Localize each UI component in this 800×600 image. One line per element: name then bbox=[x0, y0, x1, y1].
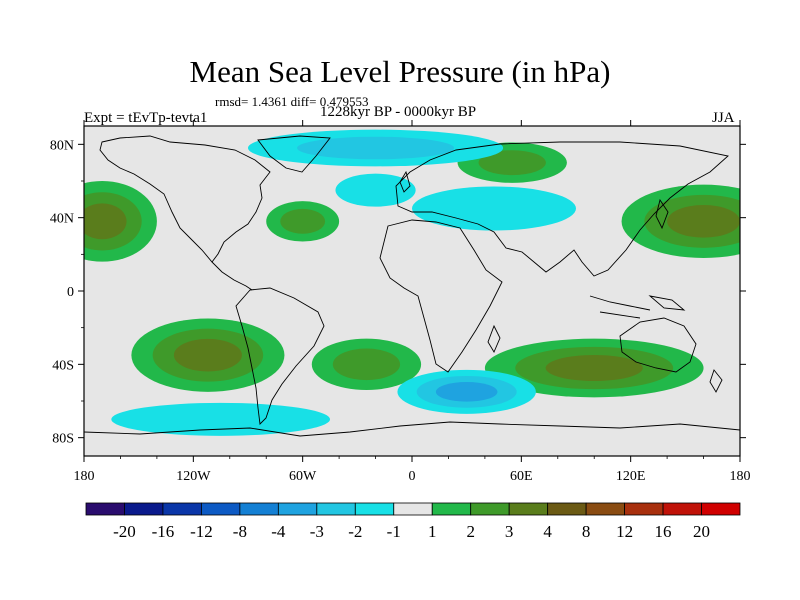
contour-north-pacific-high-2 bbox=[84, 203, 127, 240]
y-tick-label: 40S bbox=[52, 358, 74, 373]
x-tick-label: 60W bbox=[289, 469, 317, 484]
anomaly-field bbox=[84, 129, 740, 436]
coast-australia bbox=[619, 317, 697, 373]
x-tick-label: 120E bbox=[616, 469, 646, 484]
contour-south-pacific-low-0 bbox=[111, 402, 330, 436]
colorbar-label: 12 bbox=[616, 522, 633, 541]
colorbar-label: -3 bbox=[310, 522, 324, 541]
region-south-indian-high bbox=[484, 338, 704, 398]
chart-title: Mean Sea Level Pressure (in hPa) bbox=[189, 54, 611, 89]
colorbar-box bbox=[162, 502, 202, 516]
region-north-atlantic-low bbox=[335, 173, 416, 207]
experiment-label: Expt = tEvTp-tevta1 bbox=[84, 110, 208, 126]
contour-west-pacific-high-2 bbox=[667, 205, 740, 238]
colorbar-box bbox=[662, 502, 702, 516]
season-label: JJA bbox=[712, 110, 735, 126]
region-south-pacific-low bbox=[111, 402, 330, 436]
contour-south-indian-high-2 bbox=[545, 354, 643, 382]
contour-siberian-high-1 bbox=[478, 150, 546, 176]
region-north-atlantic-ridge bbox=[266, 201, 340, 242]
colorbar-box bbox=[201, 502, 241, 516]
stats-line: rmsd= 1.4361 diff= 0.479553 bbox=[215, 94, 369, 109]
colorbar-label: -12 bbox=[190, 522, 213, 541]
contour-south-atlantic-high-1 bbox=[332, 348, 401, 381]
colorbar-box bbox=[470, 502, 510, 516]
coast-central-america bbox=[211, 261, 253, 291]
contour-southern-ocean-low-2 bbox=[435, 382, 498, 402]
coast-africa bbox=[379, 219, 503, 373]
colorbar-box bbox=[354, 502, 395, 516]
y-tick-label: 40N bbox=[50, 212, 74, 227]
x-tick-label: 120W bbox=[176, 469, 211, 484]
colorbar-label: 4 bbox=[543, 522, 552, 541]
y-tick-label: 80N bbox=[50, 138, 74, 153]
colorbar-box bbox=[277, 502, 318, 516]
contour-south-east-pacific-high-2 bbox=[173, 338, 242, 372]
region-arctic-low bbox=[247, 129, 504, 167]
colorbar-label: -8 bbox=[233, 522, 247, 541]
colorbar-label: 2 bbox=[466, 522, 475, 541]
contour-north-atlantic-ridge-1 bbox=[280, 208, 326, 234]
colorbar-box bbox=[316, 502, 356, 516]
coast-indonesia bbox=[589, 295, 651, 319]
colorbar-label: -1 bbox=[387, 522, 401, 541]
coast-japan bbox=[655, 198, 669, 230]
region-south-east-pacific-high bbox=[131, 318, 285, 392]
colorbar-label: -4 bbox=[271, 522, 286, 541]
y-tick-label: 0 bbox=[67, 285, 74, 300]
colorbar-label: 8 bbox=[582, 522, 591, 541]
colorbar-box bbox=[431, 502, 472, 516]
region-north-pacific-high bbox=[84, 181, 157, 262]
colorbar-box bbox=[701, 502, 741, 516]
coastlines bbox=[84, 135, 740, 437]
colorbar-box bbox=[393, 502, 433, 516]
colorbar-label: -2 bbox=[348, 522, 362, 541]
coast-south-america bbox=[235, 287, 325, 425]
colorbar-label: -16 bbox=[152, 522, 175, 541]
coast-madagascar bbox=[487, 324, 501, 353]
colorbar: -20 -16 -12 -8 -4 -3 -2 -1 1 2 3 4 8 12 16 20 bbox=[85, 502, 741, 541]
colorbar-label: 3 bbox=[505, 522, 514, 541]
y-tick-label: 80S bbox=[52, 432, 74, 447]
region-south-atlantic-high bbox=[311, 338, 422, 391]
x-tick-label: 0 bbox=[409, 469, 416, 484]
period-label: 1228kyr BP - 0000kyr BP bbox=[320, 104, 477, 120]
region-west-pacific-high bbox=[621, 184, 740, 258]
colorbar-box bbox=[547, 502, 587, 516]
x-axis: 180 120W 60W 0 60E 120E 180 bbox=[74, 120, 751, 484]
colorbar-box bbox=[585, 502, 625, 516]
colorbar-label: 16 bbox=[655, 522, 672, 541]
colorbar-box bbox=[508, 502, 549, 516]
coast-antarctica bbox=[84, 421, 740, 437]
coast-greenland bbox=[257, 135, 331, 173]
region-europe-asia-low bbox=[412, 186, 576, 231]
colorbar-box bbox=[239, 502, 279, 516]
x-tick-label: 60E bbox=[510, 469, 533, 484]
x-tick-label: 180 bbox=[74, 469, 95, 484]
contour-north-atlantic-low-0 bbox=[335, 173, 416, 207]
contour-arctic-low-1 bbox=[297, 136, 455, 160]
coast-eurasia bbox=[395, 141, 729, 277]
colorbar-label: 1 bbox=[428, 522, 437, 541]
contour-europe-asia-low-0 bbox=[412, 186, 576, 231]
colorbar-box bbox=[85, 502, 125, 516]
coast-new-zealand bbox=[709, 369, 723, 393]
colorbar-box bbox=[124, 502, 164, 516]
coast-north-america bbox=[99, 135, 271, 263]
x-tick-label: 180 bbox=[730, 469, 751, 484]
coast-new-guinea bbox=[648, 295, 686, 311]
coast-britain bbox=[399, 170, 411, 193]
y-axis: 80N 40N 0 40S 80S bbox=[50, 138, 746, 447]
colorbar-box bbox=[624, 502, 664, 516]
colorbar-label: 20 bbox=[693, 522, 710, 541]
colorbar-label: -20 bbox=[113, 522, 136, 541]
region-southern-ocean-low bbox=[397, 369, 536, 414]
